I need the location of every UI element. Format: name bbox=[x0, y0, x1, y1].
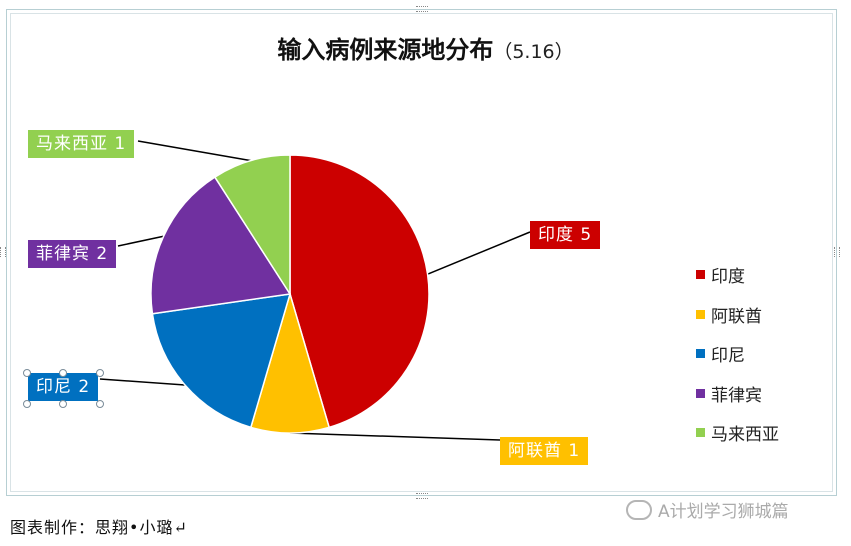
legend-item-india: 印度 bbox=[696, 255, 779, 295]
selection-handle[interactable] bbox=[59, 400, 67, 408]
chart-subtitle: （5.16） bbox=[493, 41, 574, 63]
legend-swatch bbox=[696, 309, 705, 319]
data-label-malaysia: 马来西亚 1 bbox=[28, 130, 135, 158]
leader-line-philippines bbox=[117, 235, 164, 247]
resize-handle-right[interactable] bbox=[834, 247, 840, 257]
legend-swatch bbox=[696, 388, 705, 398]
legend-item-malaysia: 马来西亚 bbox=[696, 413, 779, 453]
selection-handle[interactable] bbox=[96, 400, 104, 408]
legend-label: 印尼 bbox=[711, 346, 745, 367]
pie-slice-malaysia bbox=[213, 154, 291, 297]
chart-credit: 图表制作：思翔•小璐↵ bbox=[10, 518, 188, 537]
pie-slice-india bbox=[289, 154, 430, 429]
legend-label: 阿联酋 bbox=[711, 306, 762, 327]
pie-slice-uae bbox=[249, 291, 331, 434]
legend-label: 菲律宾 bbox=[711, 385, 762, 406]
pie-slice-indonesia bbox=[151, 293, 292, 429]
legend: 印度阿联酋印尼菲律宾马来西亚 bbox=[696, 255, 779, 453]
selection-handle[interactable] bbox=[23, 400, 31, 408]
selection-handle[interactable] bbox=[59, 369, 67, 377]
resize-handle-bottom[interactable] bbox=[416, 493, 428, 499]
resize-handle-left[interactable] bbox=[0, 247, 6, 257]
leader-line-indonesia bbox=[99, 378, 186, 386]
resize-handle-top[interactable] bbox=[416, 6, 428, 12]
legend-swatch bbox=[696, 349, 705, 359]
legend-item-indonesia: 印尼 bbox=[696, 334, 779, 374]
legend-label: 印度 bbox=[711, 267, 745, 288]
chart-title-text: 输入病例来源地分布 bbox=[277, 36, 494, 64]
legend-item-philippines: 菲律宾 bbox=[696, 374, 779, 414]
watermark-text: A计划学习狮城篇 bbox=[658, 502, 789, 522]
legend-item-uae: 阿联酋 bbox=[696, 295, 779, 335]
data-label-philippines: 菲律宾 2 bbox=[28, 240, 117, 268]
selection-handle[interactable] bbox=[23, 369, 31, 377]
chat-bubble-icon bbox=[626, 499, 652, 520]
pie-slice-philippines bbox=[150, 176, 292, 315]
pie-slices bbox=[150, 154, 430, 434]
watermark: A计划学习狮城篇 bbox=[626, 497, 789, 522]
legend-swatch bbox=[696, 270, 705, 280]
data-label-uae: 阿联酋 1 bbox=[500, 437, 589, 465]
selection-handle[interactable] bbox=[96, 369, 104, 377]
legend-label: 马来西亚 bbox=[711, 425, 779, 446]
leader-lines bbox=[99, 140, 531, 441]
pie-chart bbox=[99, 140, 531, 441]
chart-frame-inner bbox=[10, 13, 833, 492]
data-label-india: 印度 5 bbox=[530, 221, 601, 249]
data-label-indonesia[interactable]: 印尼 2 bbox=[28, 373, 99, 401]
leader-line-uae bbox=[289, 432, 501, 441]
leader-line-india bbox=[427, 231, 531, 275]
legend-swatch bbox=[696, 428, 705, 438]
leader-line-malaysia bbox=[137, 140, 251, 162]
chart-title: 输入病例来源地分布（5.16） bbox=[0, 30, 851, 65]
